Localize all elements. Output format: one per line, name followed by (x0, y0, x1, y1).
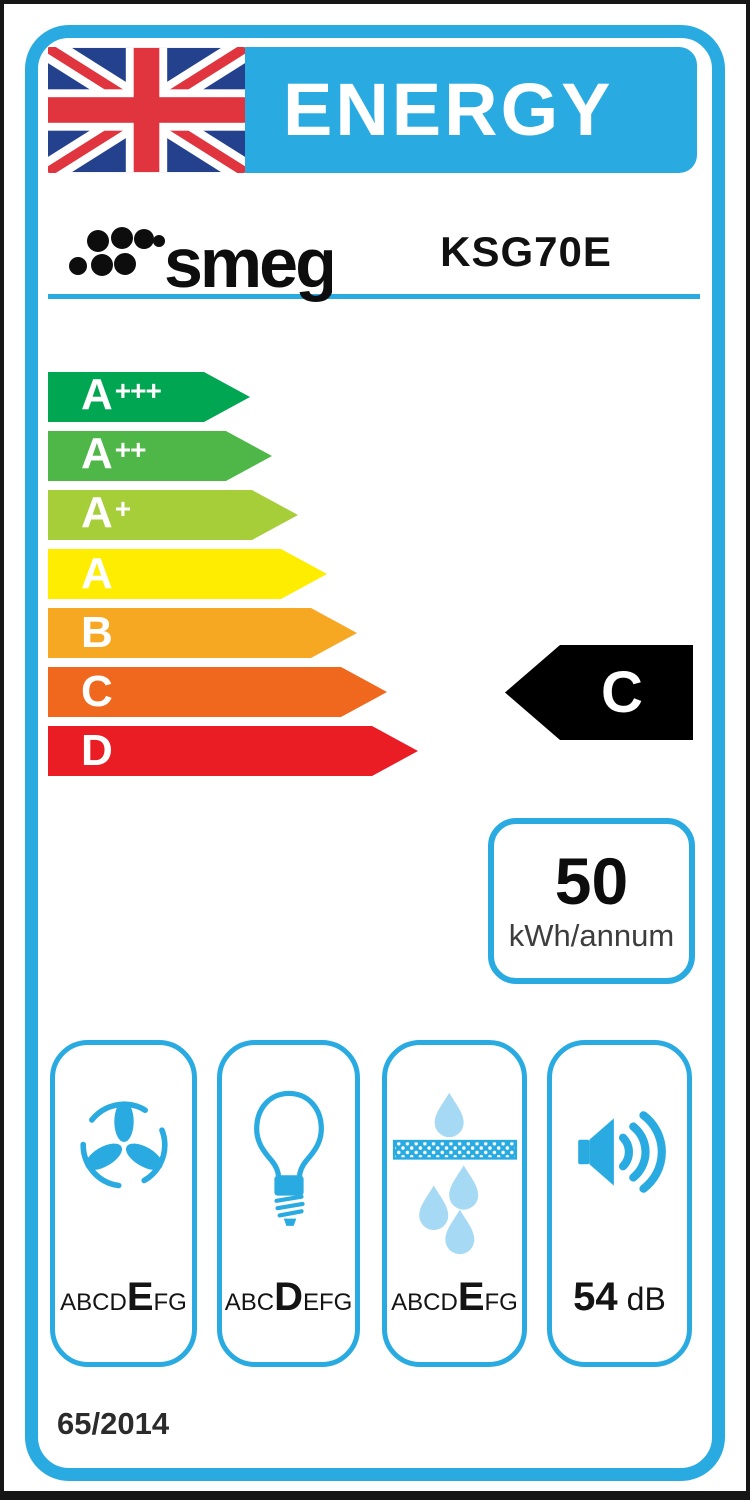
energy-class-A+++: A+++ (48, 372, 250, 422)
energy-class-A++: A++ (48, 431, 272, 481)
grease-filter-letters: ABCDEFG (387, 1275, 522, 1320)
noise-value-row: 54 dB (552, 1275, 687, 1320)
noise-icon (577, 1111, 666, 1193)
class-letter: C (81, 667, 113, 716)
letters-grade: D (274, 1275, 303, 1319)
class-letter: D (81, 726, 113, 775)
energy-class-D: D (48, 726, 418, 776)
uk-flag-icon (48, 47, 245, 173)
letters-grade: E (457, 1275, 485, 1319)
noise-value: 54 (573, 1275, 618, 1319)
energy-class-C: C (48, 667, 387, 717)
letters-after: FG (484, 1289, 518, 1316)
energy-banner: ENERGY (245, 47, 697, 173)
consumption-value: 50 (554, 843, 629, 918)
letters-after: FG (153, 1289, 187, 1316)
brand-wordmark: smeg (164, 224, 332, 302)
consumption-unit: kWh/annum (508, 918, 675, 954)
class-letter: B (81, 608, 113, 657)
header-divider (48, 294, 700, 299)
grease-filter-icon (392, 1092, 517, 1255)
fan-efficiency-box: ABCDEFG (50, 1040, 197, 1367)
class-letter: A++ (81, 428, 146, 478)
consumption-box: 50 kWh/annum (488, 818, 695, 984)
smeg-logo: smeg (69, 224, 332, 302)
regulation-number: 65/2014 (57, 1406, 170, 1441)
grease-filter-box: ABCDEFG (382, 1040, 527, 1367)
fan-icon (79, 1101, 168, 1189)
class-plus-suffix: +++ (114, 374, 161, 406)
class-plus-suffix: ++ (114, 433, 146, 465)
bulb-icon (253, 1090, 324, 1226)
energy-class-A+: A+ (48, 490, 298, 540)
letters-after: EFG (302, 1289, 353, 1316)
letters-before: ABCD (60, 1289, 127, 1316)
letters-before: ABCD (391, 1289, 458, 1316)
energy-title: ENERGY (283, 68, 614, 151)
class-letter: A+++ (81, 369, 161, 419)
lighting-efficiency-box: ABCDEFG (217, 1040, 360, 1367)
energy-class-A: A (48, 549, 327, 599)
energy-scale: A+++ A++ A+ A B C D (48, 372, 468, 782)
lighting-efficiency-letters: ABCDEFG (222, 1275, 355, 1320)
noise-box: 54 dB (547, 1040, 692, 1367)
rating-grade: C (601, 659, 643, 725)
class-letter: A+ (81, 487, 131, 537)
class-plus-suffix: + (114, 492, 131, 524)
class-letter: A (81, 549, 113, 598)
model-number: KSG70E (440, 228, 612, 275)
letters-grade: E (126, 1275, 154, 1319)
energy-class-B: B (48, 608, 357, 658)
label-border (25, 25, 725, 1481)
noise-unit: dB (626, 1281, 666, 1317)
fan-efficiency-letters: ABCDEFG (55, 1275, 192, 1320)
letters-before: ABC (224, 1289, 275, 1316)
